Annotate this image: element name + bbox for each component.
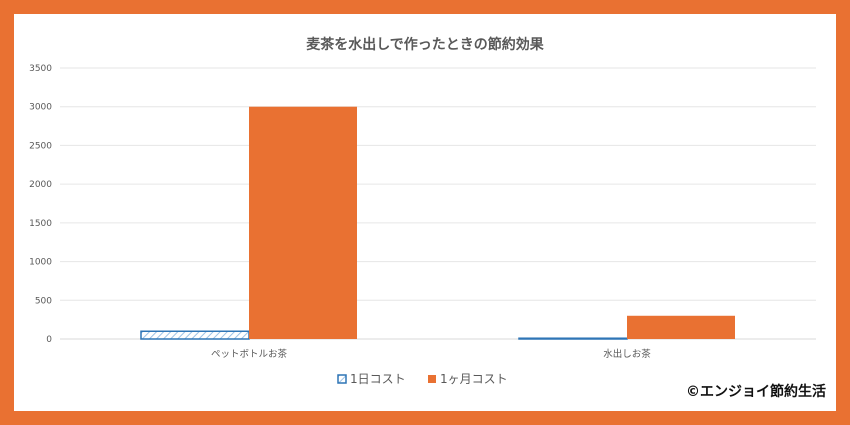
legend-label: 1日コスト <box>350 372 406 386</box>
y-tick-label: 3000 <box>29 103 52 113</box>
legend-label: 1ヶ月コスト <box>440 372 508 386</box>
bar-monthly-2 <box>627 315 735 339</box>
legend-swatch <box>428 375 436 383</box>
copyright-text: ©エンジョイ節約生活 <box>686 381 826 401</box>
y-tick-label: 2500 <box>29 141 52 151</box>
x-category-label: 水出しお茶 <box>603 348 651 360</box>
y-tick-label: 3500 <box>29 64 52 74</box>
chart-frame: 麦茶を水出しで作ったときの節約効果 0 500 1000 1500 2000 2500 30… <box>14 14 836 411</box>
bar-daily-2 <box>518 337 628 340</box>
y-tick-label: 500 <box>35 296 52 306</box>
y-tick-label: 1500 <box>29 219 52 229</box>
y-tick-label: 0 <box>46 335 52 345</box>
legend: 1日コスト 1ヶ月コスト <box>337 372 508 386</box>
chart-title: 麦茶を水出しで作ったときの節約効果 <box>306 36 545 53</box>
bar-daily-1 <box>140 330 250 340</box>
x-category-label: ペットボトルお茶 <box>211 348 288 360</box>
legend-swatch <box>337 374 347 384</box>
y-tick-label: 2000 <box>29 180 52 190</box>
y-tick-label: 1000 <box>29 258 52 268</box>
bar-chart: 麦茶を水出しで作ったときの節約効果 0 500 1000 1500 2000 2500 30… <box>29 36 816 386</box>
bar-monthly-1 <box>249 106 357 339</box>
